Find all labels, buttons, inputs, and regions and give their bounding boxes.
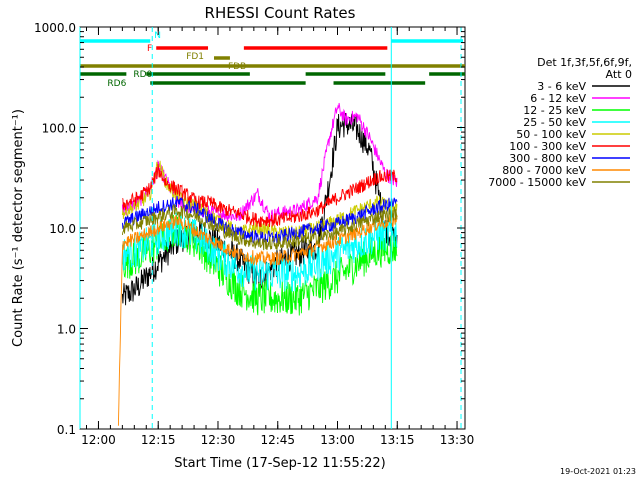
x-tick-label: 13:15 [380,433,415,447]
x-tick-label: 12:45 [260,433,295,447]
flag-label: FDB [228,62,246,72]
flag-label: RD6 [107,79,126,89]
legend-entry-label: 25 - 50 keV [523,116,586,129]
legend-entry-label: 100 - 300 keV [509,140,586,153]
legend-entry-label: 12 - 25 keV [523,104,586,117]
flag-label: N [154,31,161,41]
flag-label: FD1 [186,52,204,62]
x-tick-label: 12:15 [141,433,176,447]
x-tick-label: 13:00 [320,433,355,447]
x-tick-label: 13:30 [440,433,475,447]
flag-label: RD0 [133,70,152,80]
series-line [121,203,398,251]
series-line [117,212,398,426]
chart-title: RHESSI Count Rates [205,4,356,22]
series-line [122,163,398,228]
series-lines [117,102,398,426]
series-line [121,102,398,223]
legend-entry-label: 50 - 100 keV [516,128,586,141]
flag-bars: NF FD1 FDB RD0 RD6 [80,31,465,89]
legend-entry-label: 7000 - 15000 keV [488,176,586,189]
legend-entry-label: 6 - 12 keV [530,92,586,105]
series-line [121,212,398,293]
x-tick-label: 12:30 [201,433,236,447]
legend-entry-label: 300 - 800 keV [509,152,586,165]
y-tick-label: 1.0 [57,323,76,337]
legend-header: Att 0 [606,68,632,81]
footer-date: 19-Oct-2021 01:23 [560,467,636,476]
y-tick-label: 10.0 [49,222,76,236]
flag-label: F [147,44,152,54]
x-tick-label: 12:00 [81,433,116,447]
legend-entry-label: 3 - 6 keV [537,80,586,93]
legend-header: Det 1f,3f,5f,6f,9f, [537,56,632,69]
y-axis-label: Count Rate (s⁻¹ detector segment⁻¹) [11,109,26,347]
y-tick-label: 100.0 [42,122,76,136]
x-axis-label: Start Time (17-Sep-12 11:55:22) [174,456,385,471]
legend-entry-label: 800 - 7000 keV [502,164,586,177]
y-tick-label: 0.1 [57,423,76,437]
y-tick-label: 1000.0 [34,21,76,35]
axes: 12:00 12:15 12:30 12:45 13:00 13:15 13:30 0.1 1.… [34,21,474,447]
